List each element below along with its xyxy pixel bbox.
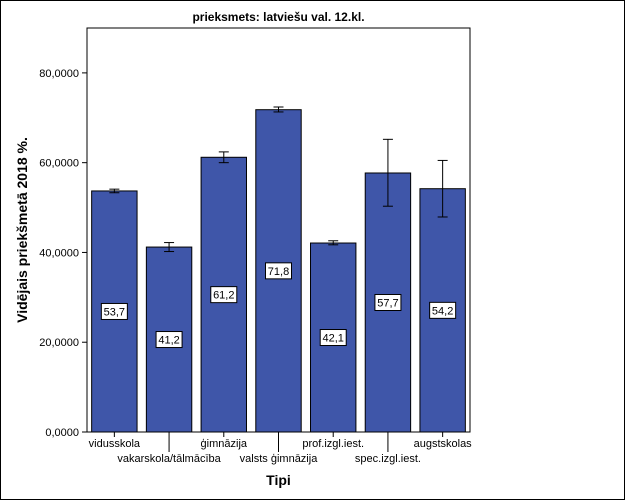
x-tick-label: valsts ģimnāzija xyxy=(240,452,319,465)
value-label: 61,2 xyxy=(213,290,234,302)
x-tick-label: prof.izgl.iest. xyxy=(302,438,364,450)
y-tick-label: 80,0000 xyxy=(39,68,79,80)
x-tick-label: vidusskola xyxy=(89,438,141,450)
y-axis-label: Vidējais priekšmetā 2018 %. xyxy=(14,137,30,323)
error-bars xyxy=(109,106,448,253)
y-tick-label: 40,0000 xyxy=(39,247,79,259)
y-tick-label: 20,0000 xyxy=(39,337,79,349)
x-tick-label: augstskolas xyxy=(414,438,473,450)
value-label: 57,7 xyxy=(377,297,398,309)
y-tick-label: 0,0000 xyxy=(45,427,79,439)
value-label-box xyxy=(319,329,347,347)
value-labels: 53,7 41,2 61,2 71,8 42,1 57,7 54,2 xyxy=(100,262,457,349)
value-label-box xyxy=(155,331,183,349)
value-label-box xyxy=(100,302,128,320)
x-tick-label: vakarskola/tālmācība xyxy=(117,453,221,465)
value-label: 54,2 xyxy=(432,305,453,317)
value-label: 53,7 xyxy=(104,306,125,318)
value-label: 41,2 xyxy=(158,335,179,347)
x-axis-label: Tipi xyxy=(266,472,291,488)
value-label-box xyxy=(429,301,457,319)
x-tick-label: spec.izgl.iest. xyxy=(355,453,421,465)
value-label-box xyxy=(374,293,402,311)
chart-title: prieksmets: latviešu val. 12.kl. xyxy=(192,10,364,24)
x-tick-label: ģimnāzija xyxy=(201,437,248,450)
value-label: 42,1 xyxy=(323,333,344,345)
value-label-box xyxy=(265,262,292,280)
x-axis: vidusskola vakarskola/tālmācība ģimnāzija v… xyxy=(89,432,473,465)
value-label: 71,8 xyxy=(268,266,289,278)
bars xyxy=(91,109,466,433)
y-tick-label: 60,0000 xyxy=(39,158,79,170)
y-axis: 0,0000 20,0000 40,0000 60,0000 80,0000 xyxy=(39,68,87,439)
value-label-box xyxy=(210,286,238,304)
